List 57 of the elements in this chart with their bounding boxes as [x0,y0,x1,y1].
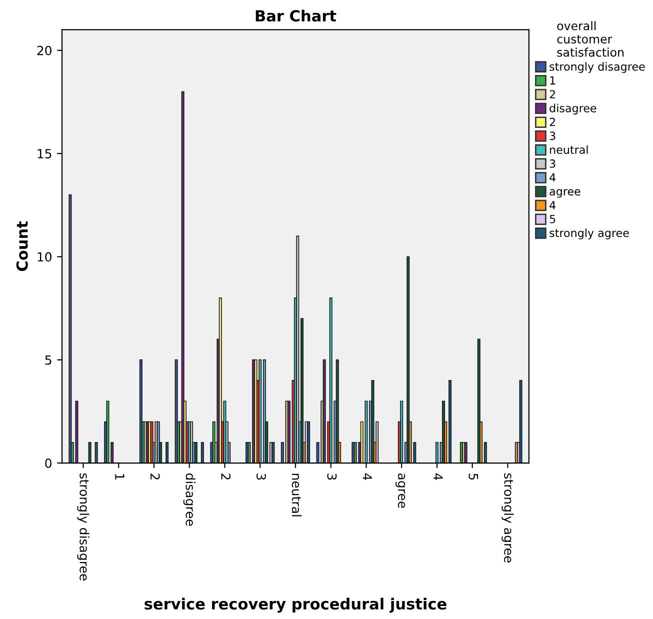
bar [406,256,410,464]
bar [400,400,404,464]
legend-label: 2 [550,118,555,126]
x-tick-label: 2 [150,474,160,480]
legend-label: 3 [550,159,556,168]
y-tick-label: 10 [38,252,52,262]
x-tick-label: 1 [115,474,124,480]
y-tick-label: 15 [38,149,52,158]
x-tick-label: 2 [221,474,231,480]
bar [88,442,92,464]
bar [307,421,310,464]
bar [68,194,72,464]
x-axis-title: service recovery procedural justice [144,598,446,613]
bar [272,442,275,464]
x-tick-label: 4 [434,473,443,480]
x-tick-label: 3 [256,474,266,480]
x-tick-label: strongly disagree [77,473,90,580]
x-tick-label: 3 [327,474,337,480]
bar [322,359,326,464]
legend-label: 2 [550,90,555,98]
legend-label: neutral [550,145,588,154]
bar [94,442,98,464]
bar [166,442,169,464]
y-tick-label: 20 [37,46,52,56]
x-tick-label: 4 [362,473,372,480]
bar [106,400,110,464]
y-tick-label: 5 [45,355,52,365]
legend-label: 4 [550,201,556,210]
bar [296,236,300,464]
bar [258,359,262,464]
x-tick-label: 5 [468,474,478,480]
y-tick-label: 0 [45,458,52,468]
legend-label: 3 [550,132,556,140]
legend-label: 5 [550,215,556,224]
x-tick-label: agree [396,473,406,508]
chart-title: Bar Chart [256,10,336,22]
bar [435,442,438,464]
legend-label: strongly agree [550,228,629,240]
legend-label: disagree [550,104,596,114]
legend-label: 1 [550,76,556,84]
x-tick-label: strongly agree [502,473,514,563]
legend-label: strongly disagree [550,62,645,73]
x-tick-label: neutral [292,474,302,516]
y-axis-title: Count [16,221,28,271]
bar [364,400,368,464]
bar [218,298,222,464]
bar [371,380,374,464]
bar [181,91,184,464]
bar [75,400,78,464]
legend-label: agree [550,189,580,198]
legend-title: overall customer satisfaction [557,21,624,57]
bar [329,298,332,464]
x-tick-label: disagree [183,473,196,526]
bar [200,442,204,464]
bar [336,359,339,464]
legend-label: 4 [550,173,556,182]
bar [519,380,522,464]
